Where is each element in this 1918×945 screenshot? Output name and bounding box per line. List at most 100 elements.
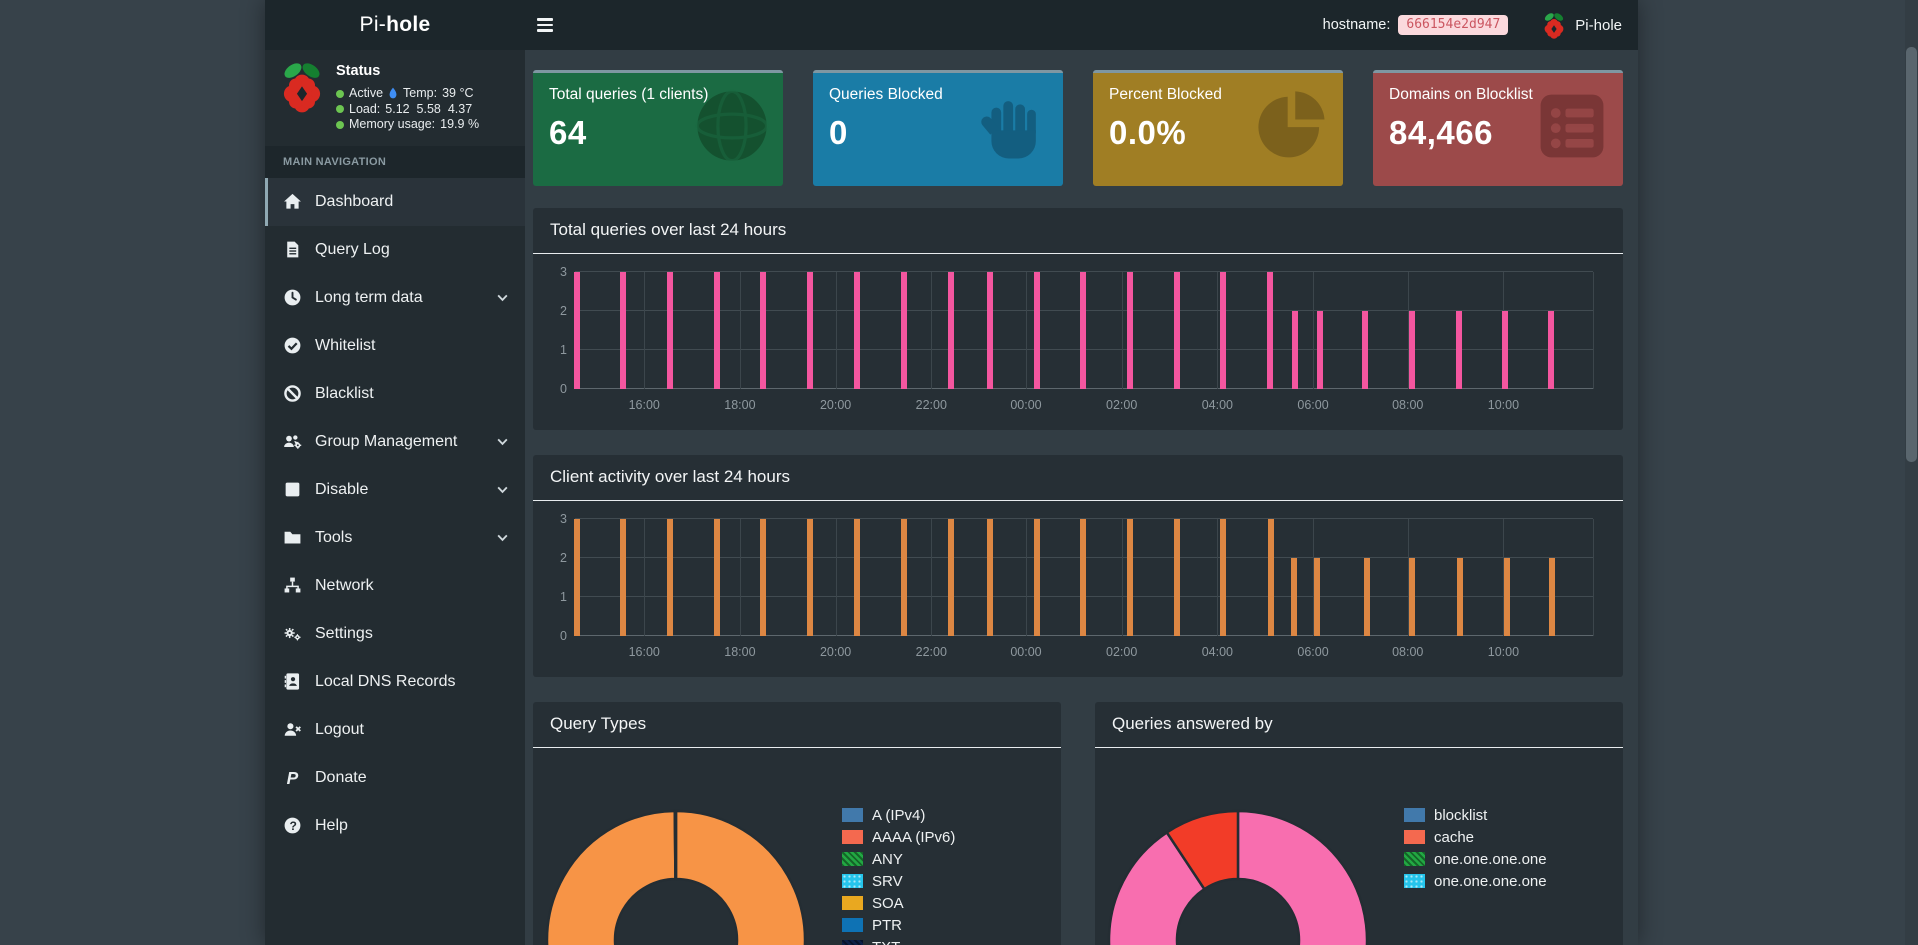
y-tick-label: 2 [560, 304, 567, 319]
legend-item-soa[interactable]: SOA [842, 892, 955, 914]
sidebar-toggle-button[interactable] [537, 10, 567, 40]
query-types-chart[interactable]: A (IPv4)AAAA (IPv6)ANYSRVSOAPTRTXTNAPTR [533, 748, 1061, 945]
sidebar-item-blacklist[interactable]: Blacklist [265, 370, 525, 418]
legend-item-ptr[interactable]: PTR [842, 914, 955, 936]
svg-text:P: P [287, 768, 299, 787]
queries-over-time-chart[interactable]: 0 1 2 3 16:00 18:00 20:00 22:00 00:00 02:00 04:00 0… [560, 265, 1594, 412]
legend-swatch [1404, 808, 1425, 822]
panel-title: Queries answered by [1095, 702, 1623, 748]
donut-slice[interactable] [1165, 809, 1240, 891]
pie-chart-icon [1253, 87, 1331, 165]
chart-bar [1314, 558, 1321, 636]
legend-item-txt[interactable]: TXT [842, 936, 955, 945]
donut-slice[interactable] [673, 809, 678, 881]
x-tick-label: 08:00 [1392, 645, 1424, 659]
load-label: Load: [349, 101, 381, 116]
x-tick-label: 02:00 [1106, 645, 1138, 659]
stat-card-total-queries-1-clients-: Total queries (1 clients) 64 [533, 70, 783, 186]
panel-title: Query Types [533, 702, 1061, 748]
chart-bar [1317, 311, 1324, 389]
sidebar-item-query-log[interactable]: Query Log [265, 226, 525, 274]
total-queries-chart-panel: Total queries over last 24 hours 0 1 2 3 16:… [533, 208, 1623, 430]
card-value: 84,466 [1389, 114, 1493, 151]
sidebar-item-donate[interactable]: P Donate [265, 754, 525, 802]
legend-label: TXT [872, 939, 900, 945]
client-activity-chart[interactable]: 0 1 2 3 16:00 18:00 20:00 22:00 00:00 02:00 04:00 0… [560, 512, 1594, 659]
card-value: 64 [549, 114, 587, 151]
gridline-x [931, 519, 933, 636]
legend-item-any[interactable]: ANY [842, 848, 955, 870]
app-window: Pi-hole hostname: 666154e2d947 Pi-hole [265, 0, 1638, 945]
sidebar-item-label: Disable [315, 480, 369, 498]
legend-item-one.one.one.one[interactable]: one.one.one.one [1404, 848, 1547, 870]
sidebar-item-disable[interactable]: Disable [265, 466, 525, 514]
queries-answered-by-chart[interactable]: blocklist cache one.one.one.one one.one.one… [1095, 748, 1623, 945]
chart-bar [666, 519, 673, 636]
sidebar-item-group-management[interactable]: Group Management [265, 418, 525, 466]
hand-icon [973, 87, 1051, 165]
sidebar-item-whitelist[interactable]: Whitelist [265, 322, 525, 370]
status-active-line: Active Temp: 39 °C [336, 86, 479, 102]
legend-swatch [1404, 830, 1425, 844]
legend-item-blocklist[interactable]: blocklist [1404, 804, 1547, 826]
x-tick-label: 04:00 [1201, 645, 1233, 659]
chart-bar [947, 272, 954, 389]
sidebar-item-network[interactable]: Network [265, 562, 525, 610]
y-tick-label: 1 [560, 343, 567, 358]
sidebar-item-local-dns-records[interactable]: Local DNS Records [265, 658, 525, 706]
legend-item-aaaa-ipv6-[interactable]: AAAA (IPv6) [842, 826, 955, 848]
main-content: Total queries (1 clients) 64 Queries Block… [525, 50, 1638, 945]
donut-chart [1107, 809, 1369, 945]
gridline-x [739, 519, 741, 636]
legend-label: SOA [872, 894, 904, 912]
legend-label: cache [1434, 828, 1475, 846]
user-logout-icon [283, 720, 302, 739]
legend-item-srv[interactable]: SRV [842, 870, 955, 892]
card-value: 0.0% [1109, 114, 1187, 151]
sidebar: Status Active Temp: 39 °C Load: 5.12 5.5… [265, 50, 525, 945]
x-tick-label: 00:00 [1010, 398, 1042, 412]
queries-answered-by-panel: Queries answered by blocklist cache one.on… [1095, 702, 1623, 945]
gridline-x [1121, 519, 1123, 636]
chart-bar [574, 519, 581, 636]
legend-item-cache[interactable]: cache [1404, 826, 1547, 848]
legend-swatch [842, 918, 863, 932]
sidebar-item-dashboard[interactable]: Dashboard [265, 177, 525, 226]
legend-swatch [1404, 852, 1425, 866]
legend-item-one.one.one.one[interactable]: one.one.one.one [1404, 870, 1547, 892]
x-tick-label: 00:00 [1010, 645, 1042, 659]
sidebar-item-long-term-data[interactable]: Long term data [265, 274, 525, 322]
network-icon [283, 576, 302, 595]
gridline-x [835, 519, 837, 636]
gridline-x [1407, 519, 1409, 636]
x-tick-label: 06:00 [1297, 398, 1329, 412]
x-tick-label: 18:00 [724, 398, 756, 412]
sidebar-item-tools[interactable]: Tools [265, 514, 525, 562]
x-tick-label: 16:00 [628, 645, 660, 659]
plot-right-border [1593, 519, 1594, 636]
status-load-line: Load: 5.12 5.58 4.37 [336, 102, 479, 118]
folder-icon [283, 528, 302, 547]
sidebar-item-label: Tools [315, 528, 353, 546]
donut-slice[interactable] [545, 809, 807, 945]
ban-icon [283, 384, 302, 403]
scrollbar-thumb[interactable] [1906, 47, 1917, 462]
chart-bar [1502, 311, 1509, 389]
legend-item-a-ipv4-[interactable]: A (IPv4) [842, 804, 955, 826]
logo-text-light: Pi- [359, 13, 387, 36]
legend-swatch [1404, 874, 1425, 888]
chart-bar [853, 272, 860, 389]
check-circle-icon [283, 336, 302, 355]
sidebar-item-settings[interactable]: Settings [265, 610, 525, 658]
sidebar-item-logout[interactable]: Logout [265, 706, 525, 754]
chart-bar [666, 272, 673, 389]
question-circle-icon: ? [283, 816, 302, 835]
sidebar-item-help[interactable]: ? Help [265, 802, 525, 850]
svg-text:?: ? [290, 819, 297, 833]
legend-label: A (IPv4) [872, 806, 926, 824]
gridline-x [644, 272, 646, 389]
card-value: 0 [829, 114, 848, 151]
chart-bar [1173, 272, 1180, 389]
summary-cards: Total queries (1 clients) 64 Queries Block… [533, 70, 1623, 186]
gridline-x [1217, 519, 1219, 636]
